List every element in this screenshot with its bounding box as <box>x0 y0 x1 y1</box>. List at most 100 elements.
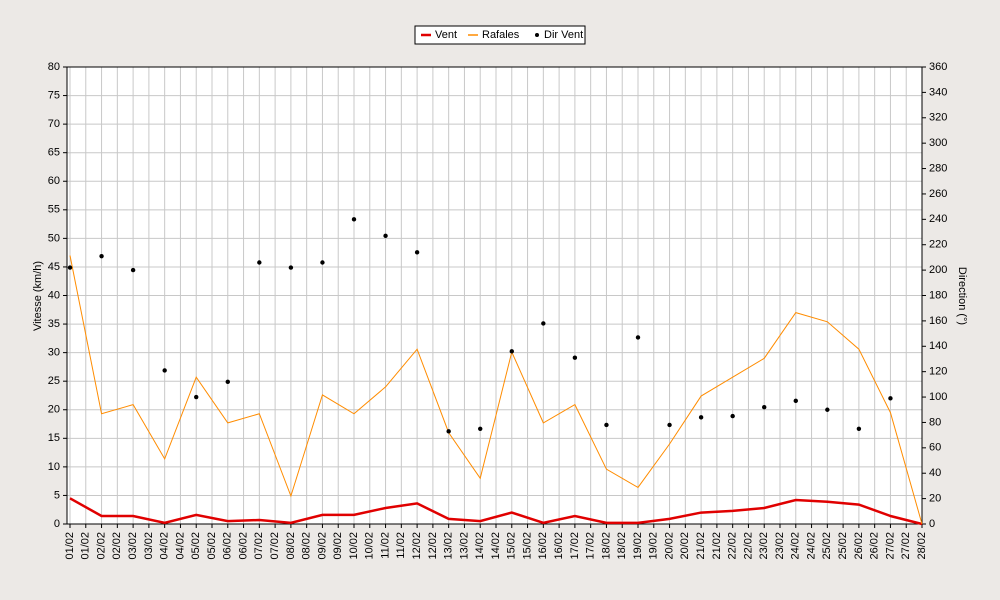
x-tick-label: 08/02 <box>285 532 297 560</box>
legend <box>414 25 586 45</box>
point <box>257 260 262 265</box>
y-tick-label: 5 <box>54 489 60 501</box>
y-tick-label: 70 <box>48 118 60 130</box>
x-tick-label: 02/02 <box>95 532 107 560</box>
point <box>320 260 325 265</box>
x-tick-label: 08/02 <box>301 532 313 560</box>
x-tick-label: 09/02 <box>332 532 344 560</box>
x-tick-label: 14/02 <box>474 532 486 560</box>
point <box>572 355 578 360</box>
x-tick-label: 16/02 <box>537 532 549 560</box>
y2-tick-label: 360 <box>929 61 947 73</box>
x-tick-label: 15/02 <box>521 532 533 560</box>
x-tick-label: 09/02 <box>316 532 328 560</box>
x-tick-label: 14/02 <box>490 532 502 560</box>
point <box>667 422 672 428</box>
y2-tick-label: 40 <box>929 467 941 479</box>
x-tick-label: 18/02 <box>616 532 628 560</box>
x-tick-label: 18/02 <box>600 532 612 560</box>
point <box>130 267 136 273</box>
x-tick-label: 12/02 <box>411 532 423 560</box>
x-tick-label: 05/02 <box>206 532 218 560</box>
x-tick-label: 13/02 <box>458 532 470 560</box>
x-tick-label: 24/02 <box>790 532 802 560</box>
x-tick-label: 11/02 <box>395 532 407 559</box>
x-tick-label: 22/02 <box>727 532 739 560</box>
x-tick-label: 07/02 <box>253 532 265 560</box>
x-tick-label: 26/02 <box>869 532 881 560</box>
plot-frame <box>66 66 923 525</box>
y-tick-label: 0 <box>54 518 60 530</box>
y2-tick-label: 120 <box>929 366 947 378</box>
x-tick-label: 22/02 <box>742 532 754 560</box>
y2-tick-label: 320 <box>929 112 947 124</box>
point <box>99 253 104 259</box>
y-tick-label: 75 <box>48 89 60 101</box>
x-tick-label: 23/02 <box>758 532 770 560</box>
x-tick-label: 02/02 <box>111 532 123 560</box>
x-tick-label: 27/02 <box>884 532 896 560</box>
x-tick-label: 21/02 <box>695 532 707 560</box>
y-tick-label: 10 <box>48 461 60 473</box>
point <box>888 396 893 401</box>
y-tick-label: 20 <box>48 404 60 416</box>
x-tick-label: 20/02 <box>663 532 675 560</box>
series-line <box>69 255 923 525</box>
x-tick-label: 26/02 <box>853 532 865 560</box>
y2-tick-label: 80 <box>929 416 941 428</box>
x-tick-label: 23/02 <box>774 532 786 560</box>
y2-tick-label: 220 <box>929 239 947 251</box>
point <box>730 413 735 419</box>
x-tick-label: 03/02 <box>127 532 139 560</box>
y2-tick-label: 60 <box>929 442 941 454</box>
point <box>225 379 230 385</box>
x-tick-label: 15/02 <box>506 532 518 560</box>
y2-tick-label: 160 <box>929 315 947 327</box>
point <box>351 217 357 222</box>
x-tick-label: 16/02 <box>553 532 565 560</box>
x-tick-label: 01/02 <box>64 532 76 560</box>
x-tick-label: 20/02 <box>679 532 691 560</box>
x-tick-label: 03/02 <box>143 532 155 560</box>
point <box>856 426 862 431</box>
y2-tick-label: 140 <box>929 340 947 352</box>
point <box>509 349 514 354</box>
y-tick-label: 50 <box>48 232 60 244</box>
y-tick-label: 45 <box>48 261 60 273</box>
y-tick-label: 15 <box>48 432 60 444</box>
y-tick-label: 30 <box>48 347 60 359</box>
x-tick-label: 27/02 <box>900 532 912 560</box>
y2-tick-label: 200 <box>929 264 947 276</box>
x-tick-label: 07/02 <box>269 532 281 560</box>
x-tick-label: 04/02 <box>174 532 186 560</box>
point <box>541 321 546 326</box>
legend-label: Vent <box>435 29 457 41</box>
x-tick-label: 01/02 <box>80 532 92 560</box>
legend-label: Rafales <box>482 29 520 41</box>
y2-tick-label: 300 <box>929 137 947 149</box>
legend-marker <box>535 33 539 37</box>
y2-tick-label: 20 <box>929 493 941 505</box>
point <box>383 233 388 239</box>
point <box>698 415 704 420</box>
point <box>162 368 167 373</box>
x-tick-label: 10/02 <box>348 532 360 560</box>
x-tick-label: 17/02 <box>569 532 581 560</box>
x-tick-label: 10/02 <box>364 532 376 560</box>
y-tick-label: 35 <box>48 318 60 330</box>
y2-tick-label: 240 <box>929 213 947 225</box>
y-axis-label: Vitesse (km/h) <box>32 261 44 331</box>
x-tick-label: 28/02 <box>916 532 928 560</box>
point <box>604 422 609 428</box>
y-tick-label: 25 <box>48 375 60 387</box>
point <box>446 429 451 434</box>
legend-label: Dir Vent <box>544 29 583 41</box>
point <box>825 407 830 412</box>
x-tick-label: 19/02 <box>648 532 660 560</box>
y-tick-label: 55 <box>48 204 60 216</box>
point <box>67 265 73 270</box>
x-tick-label: 11/02 <box>379 532 391 559</box>
x-tick-label: 13/02 <box>443 532 455 560</box>
y2-tick-label: 100 <box>929 391 947 403</box>
